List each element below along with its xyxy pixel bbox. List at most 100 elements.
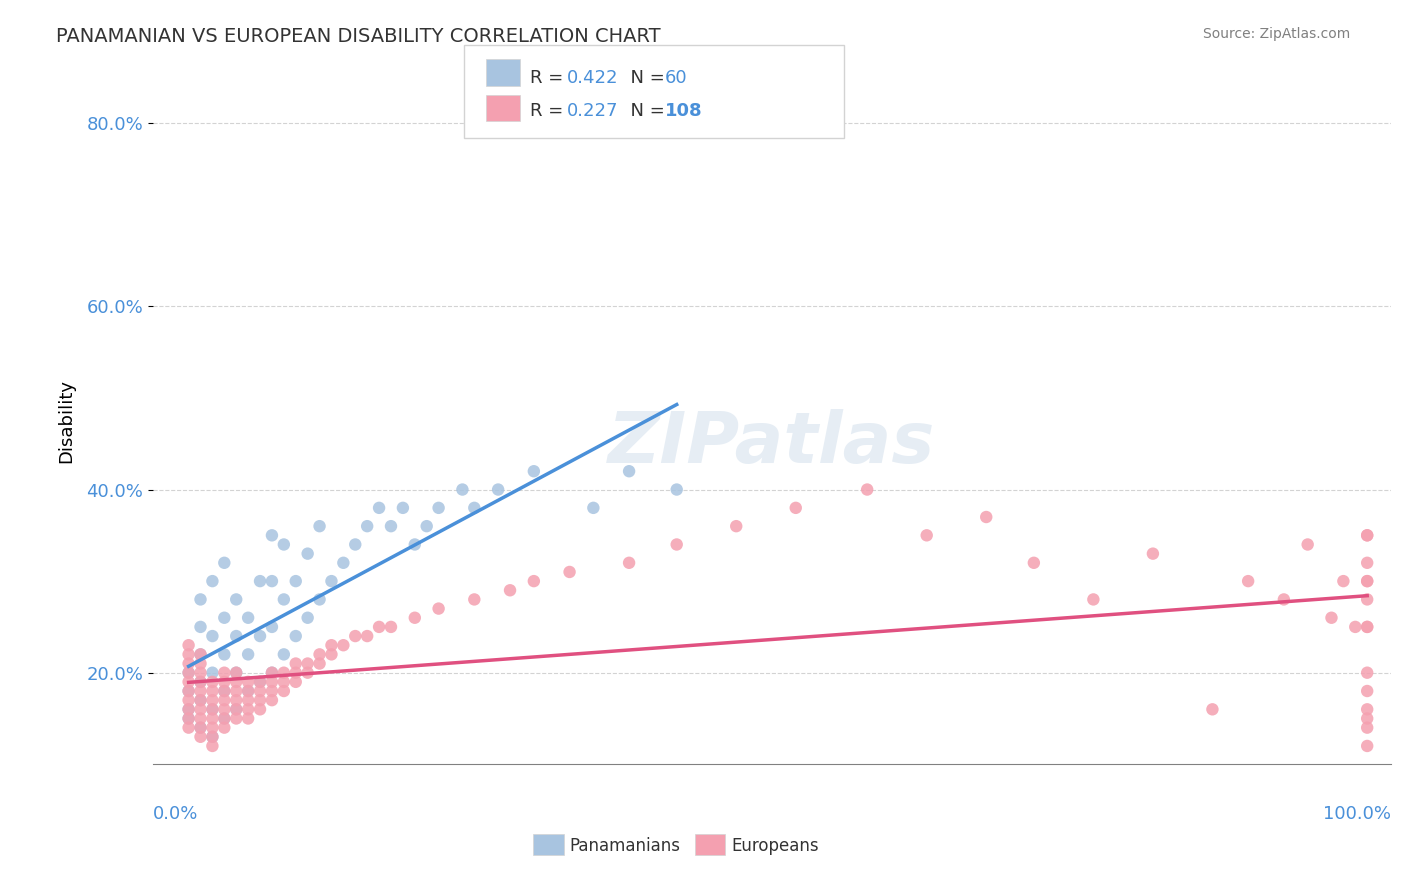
Point	[1344, 620, 1367, 634]
Point	[214, 556, 236, 570]
Point	[1201, 702, 1223, 716]
Point	[273, 592, 295, 607]
Point	[177, 674, 200, 689]
Point	[356, 629, 378, 643]
Point	[297, 657, 319, 671]
Point	[236, 611, 259, 625]
Point	[499, 583, 522, 598]
Point	[297, 547, 319, 561]
Point	[214, 665, 236, 680]
Point	[214, 702, 236, 716]
Point	[415, 519, 437, 533]
Point	[284, 674, 307, 689]
Text: N =: N =	[619, 70, 671, 87]
Point	[1331, 574, 1354, 588]
Point	[451, 483, 474, 497]
Point	[1355, 721, 1378, 735]
Point	[273, 674, 295, 689]
Point	[617, 556, 640, 570]
Point	[260, 674, 283, 689]
Point	[368, 620, 391, 634]
Text: R =: R =	[530, 103, 569, 120]
Point	[190, 693, 212, 707]
Point	[236, 711, 259, 725]
Point	[190, 592, 212, 607]
Point	[725, 519, 748, 533]
Point	[201, 730, 224, 744]
Point	[308, 519, 330, 533]
Point	[1355, 528, 1378, 542]
Point	[321, 574, 343, 588]
Point	[1355, 620, 1378, 634]
Point	[1355, 665, 1378, 680]
Point	[308, 648, 330, 662]
Point	[177, 721, 200, 735]
Point	[201, 693, 224, 707]
Point	[321, 638, 343, 652]
Point	[225, 702, 247, 716]
Point	[177, 702, 200, 716]
Point	[225, 665, 247, 680]
Point	[273, 665, 295, 680]
Point	[284, 574, 307, 588]
Point	[463, 592, 485, 607]
Point	[201, 702, 224, 716]
Point	[190, 674, 212, 689]
Text: 0.0%: 0.0%	[153, 805, 198, 823]
Point	[177, 648, 200, 662]
Point	[214, 684, 236, 698]
Point	[356, 519, 378, 533]
Text: PANAMANIAN VS EUROPEAN DISABILITY CORRELATION CHART: PANAMANIAN VS EUROPEAN DISABILITY CORREL…	[56, 27, 661, 45]
Point	[617, 464, 640, 478]
Point	[201, 684, 224, 698]
Point	[190, 702, 212, 716]
Point	[225, 711, 247, 725]
Text: N =: N =	[619, 103, 671, 120]
Point	[260, 693, 283, 707]
Point	[190, 684, 212, 698]
Point	[463, 500, 485, 515]
Point	[284, 657, 307, 671]
Point	[308, 657, 330, 671]
Point	[190, 721, 212, 735]
Point	[273, 537, 295, 551]
Point	[260, 665, 283, 680]
Text: Source: ZipAtlas.com: Source: ZipAtlas.com	[1202, 27, 1350, 41]
Point	[225, 702, 247, 716]
Point	[177, 693, 200, 707]
Point	[214, 684, 236, 698]
Point	[260, 528, 283, 542]
Point	[177, 638, 200, 652]
Point	[190, 721, 212, 735]
Point	[201, 739, 224, 753]
Point	[785, 500, 807, 515]
Point	[225, 693, 247, 707]
Point	[177, 684, 200, 698]
Point	[236, 648, 259, 662]
Text: Panamanians: Panamanians	[569, 837, 681, 855]
Point	[260, 665, 283, 680]
Point	[249, 574, 271, 588]
Point	[297, 611, 319, 625]
Point	[332, 638, 354, 652]
Point	[523, 574, 546, 588]
Point	[260, 684, 283, 698]
Text: 108: 108	[665, 103, 703, 120]
Point	[201, 730, 224, 744]
Point	[190, 693, 212, 707]
Point	[236, 684, 259, 698]
Point	[273, 648, 295, 662]
Point	[486, 483, 509, 497]
Point	[260, 620, 283, 634]
Point	[332, 556, 354, 570]
Text: R =: R =	[530, 70, 569, 87]
Point	[1355, 620, 1378, 634]
Point	[177, 665, 200, 680]
Point	[177, 657, 200, 671]
Point	[214, 711, 236, 725]
Point	[214, 711, 236, 725]
Point	[249, 674, 271, 689]
Point	[177, 665, 200, 680]
Point	[427, 500, 450, 515]
Point	[392, 500, 415, 515]
